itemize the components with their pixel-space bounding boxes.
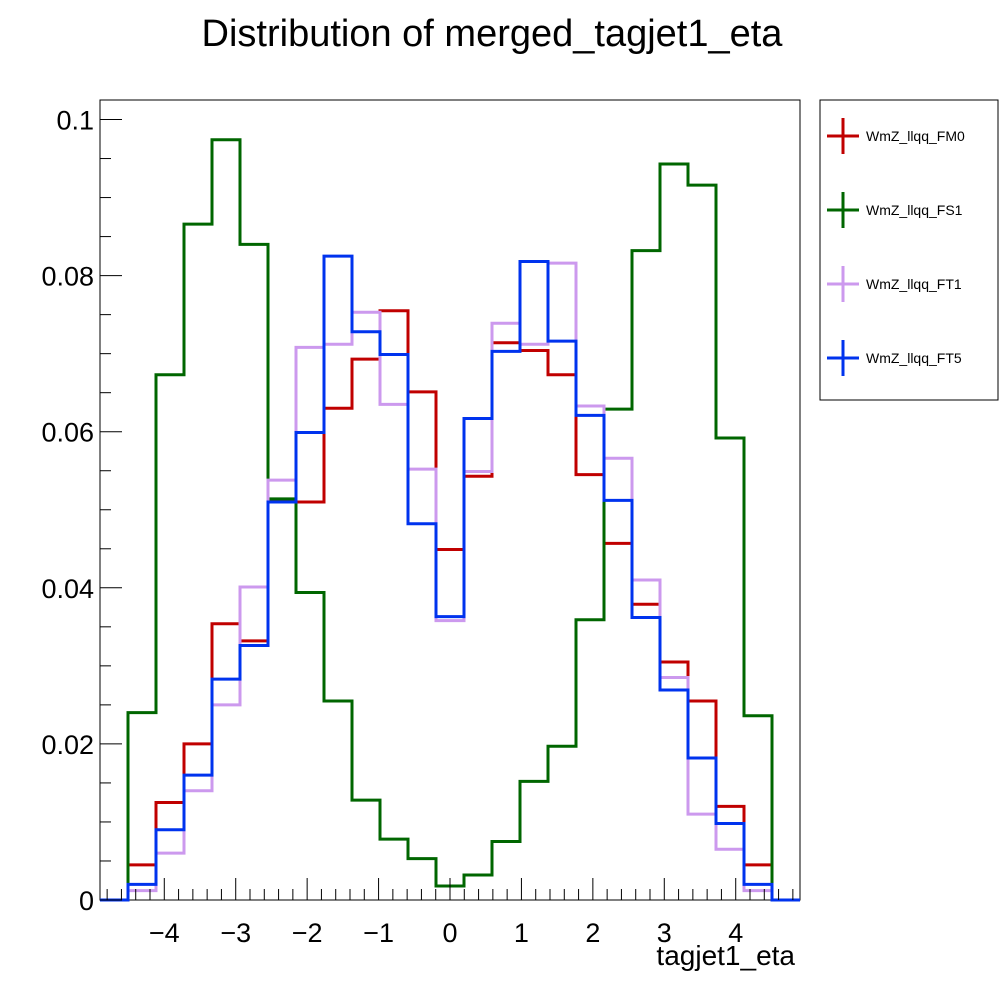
x-tick-label: 2 bbox=[585, 918, 600, 948]
series-2-line bbox=[100, 261, 800, 902]
axes-layer: −4 −3 −2 −1 0 1 2 3 4 0 0.02 0.04 0.06 0.08 0.1 bbox=[41, 106, 794, 948]
y-tick-label: 0.1 bbox=[56, 106, 94, 136]
y-tick-label: 0.04 bbox=[41, 574, 94, 604]
series-1-line bbox=[100, 138, 800, 902]
plot-frame bbox=[99, 99, 801, 901]
legend-label: WmZ_llqq_FT1 bbox=[866, 276, 962, 292]
x-axis-label: tagjet1_eta bbox=[656, 940, 795, 971]
legend-item: WmZ_llqq_FS1 bbox=[827, 192, 963, 228]
series-3-line bbox=[100, 254, 800, 902]
legend-box bbox=[819, 99, 999, 401]
series-0-line bbox=[100, 309, 800, 902]
x-tick-label: 4 bbox=[728, 918, 743, 948]
x-tick-label: −2 bbox=[292, 918, 323, 948]
series-layer bbox=[100, 138, 800, 902]
y-tick-label: 0.02 bbox=[41, 730, 94, 760]
y-tick-label: 0 bbox=[79, 886, 94, 916]
y-tick-label: 0.08 bbox=[41, 262, 94, 292]
x-tick-label: −1 bbox=[363, 918, 394, 948]
x-tick-label: 1 bbox=[514, 918, 529, 948]
legend-label: WmZ_llqq_FM0 bbox=[866, 128, 965, 144]
legend-label: WmZ_llqq_FS1 bbox=[866, 202, 963, 218]
y-tick-label: 0.06 bbox=[41, 418, 94, 448]
x-tick-label: 3 bbox=[657, 918, 672, 948]
legend-item: WmZ_llqq_FT5 bbox=[827, 340, 962, 376]
chart-title: Distribution of merged_tagjet1_eta bbox=[202, 13, 784, 55]
x-tick-label: 0 bbox=[442, 918, 457, 948]
legend-label: WmZ_llqq_FT5 bbox=[866, 350, 962, 366]
legend: WmZ_llqq_FM0 WmZ_llqq_FS1 WmZ_llqq_FT1 WmZ_… bbox=[819, 99, 999, 401]
x-tick-label: −3 bbox=[220, 918, 251, 948]
legend-item: WmZ_llqq_FM0 bbox=[827, 118, 965, 154]
legend-item: WmZ_llqq_FT1 bbox=[827, 266, 962, 302]
x-tick-label: −4 bbox=[149, 918, 180, 948]
